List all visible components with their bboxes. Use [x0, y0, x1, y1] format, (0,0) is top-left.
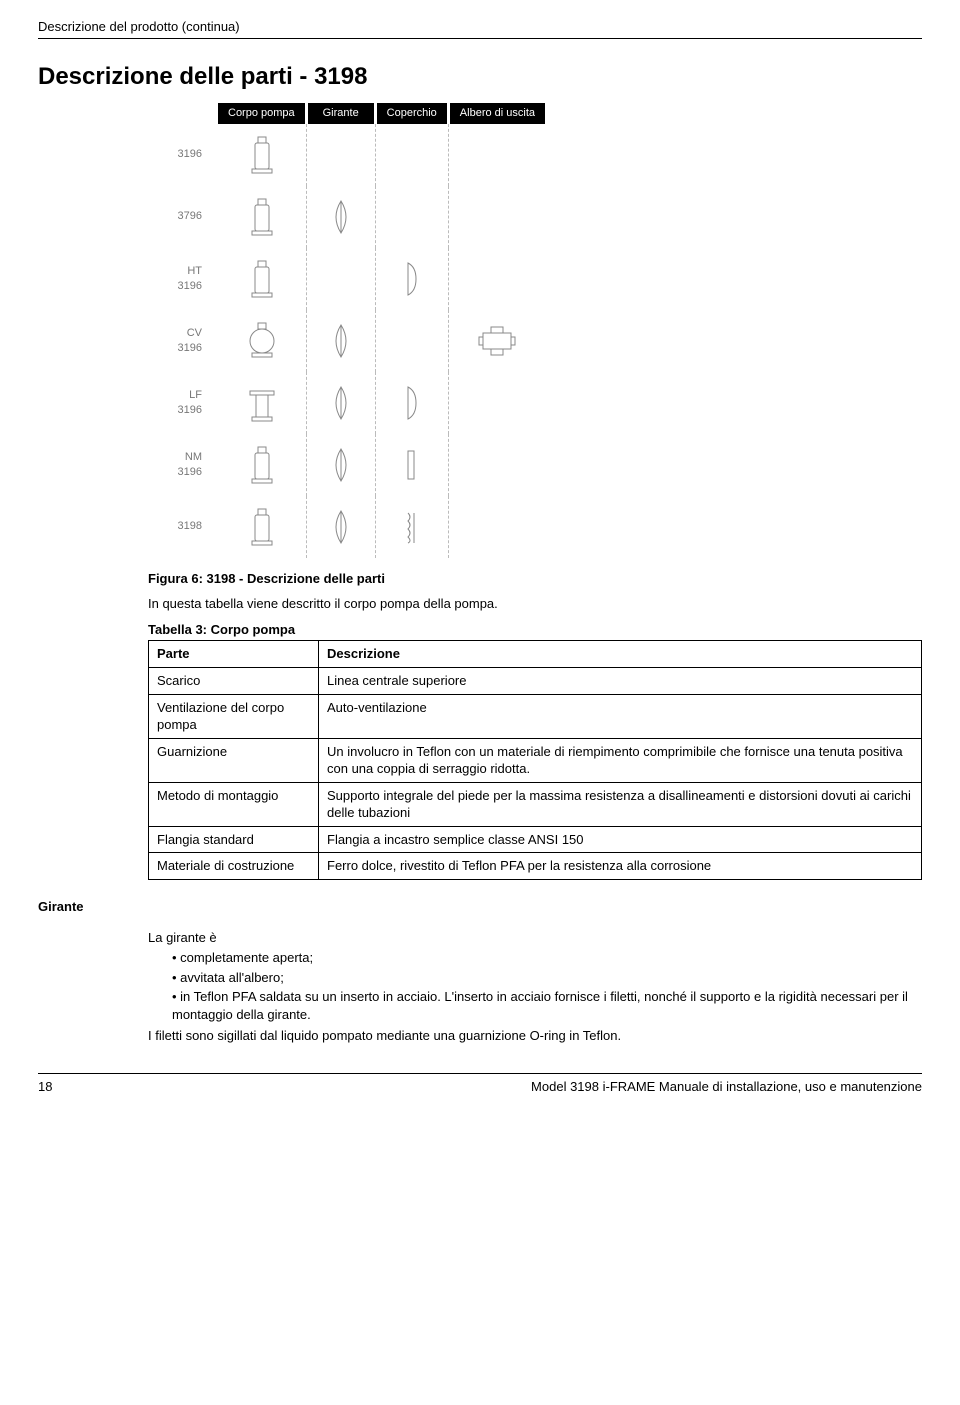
casing-round-icon [242, 319, 282, 363]
casing-icon [242, 257, 282, 301]
table-row: GuarnizioneUn involucro in Teflon con un… [149, 738, 922, 782]
table-cell-parte: Guarnizione [149, 738, 319, 782]
table-cell-descrizione: Ferro dolce, rivestito di Teflon PFA per… [319, 853, 922, 880]
table-cell-parte: Scarico [149, 667, 319, 694]
footer-doc-title: Model 3198 i-FRAME Manuale di installazi… [531, 1078, 922, 1096]
table-header-parte: Parte [149, 641, 319, 668]
cover-icon [392, 381, 432, 425]
header-rule [38, 38, 922, 39]
diagram-row-label: LF 3196 [148, 372, 218, 434]
diagram-cell [306, 248, 375, 310]
diagram-cell [306, 496, 375, 558]
list-item: avvitata all'albero; [172, 969, 922, 987]
figure-caption: Figura 6: 3198 - Descrizione delle parti [148, 570, 922, 588]
diagram-cell [218, 186, 306, 248]
table-cell-parte: Materiale di costruzione [149, 853, 319, 880]
footer-rule [38, 1073, 922, 1074]
girante-lead: La girante è [148, 929, 922, 947]
diagram-col-3: Albero di uscita [448, 103, 545, 124]
girante-trailing: I filetti sono sigillati dal liquido pom… [148, 1027, 922, 1045]
running-header: Descrizione del prodotto (continua) [38, 18, 922, 36]
list-item: in Teflon PFA saldata su un inserto in a… [172, 988, 922, 1023]
impeller-icon [321, 505, 361, 549]
diagram-cell [375, 434, 448, 496]
diagram-cell [218, 496, 306, 558]
diagram-cell [375, 124, 448, 186]
table-cell-parte: Ventilazione del corpo pompa [149, 694, 319, 738]
table-row: Flangia standardFlangia a incastro sempl… [149, 826, 922, 853]
table-cell-parte: Metodo di montaggio [149, 782, 319, 826]
diagram-cell [218, 248, 306, 310]
power-end-icon [477, 319, 517, 363]
table-cell-descrizione: Auto-ventilazione [319, 694, 922, 738]
diagram-row-label: CV 3196 [148, 310, 218, 372]
table-cell-descrizione: Flangia a incastro semplice classe ANSI … [319, 826, 922, 853]
diagram-cell [306, 186, 375, 248]
diagram-row-label: NM 3196 [148, 434, 218, 496]
table-cell-parte: Flangia standard [149, 826, 319, 853]
diagram-cell [375, 496, 448, 558]
diagram-table: Corpo pompa Girante Coperchio Albero di … [148, 103, 545, 558]
page-footer: 18 Model 3198 i-FRAME Manuale di install… [38, 1078, 922, 1096]
table-row: Materiale di costruzioneFerro dolce, riv… [149, 853, 922, 880]
diagram-cell [448, 310, 545, 372]
table-cell-descrizione: Supporto integrale del piede per la mass… [319, 782, 922, 826]
diagram-row-label: HT 3196 [148, 248, 218, 310]
girante-heading: Girante [38, 898, 922, 916]
casing-icon [242, 195, 282, 239]
diagram-row-label: 3796 [148, 186, 218, 248]
diagram-col-0: Corpo pompa [218, 103, 306, 124]
girante-bullets: completamente aperta; avvitata all'albero… [172, 949, 922, 1023]
diagram-cell [218, 310, 306, 372]
diagram-cell [218, 124, 306, 186]
impeller-icon [321, 319, 361, 363]
table-row: Ventilazione del corpo pompaAuto-ventila… [149, 694, 922, 738]
table-row: ScaricoLinea centrale superiore [149, 667, 922, 694]
diagram-cell [448, 434, 545, 496]
diagram-cell [375, 248, 448, 310]
casing-flat-icon [242, 381, 282, 425]
diagram-cell [448, 372, 545, 434]
diagram-cell [306, 434, 375, 496]
table-cell-descrizione: Un involucro in Teflon con un materiale … [319, 738, 922, 782]
diagram-cell [375, 372, 448, 434]
casing-icon [242, 505, 282, 549]
diagram-cell [375, 186, 448, 248]
impeller-icon [321, 381, 361, 425]
corpo-pompa-table: Parte Descrizione ScaricoLinea centrale … [148, 640, 922, 879]
diagram-col-1: Girante [306, 103, 375, 124]
diagram-cell [448, 496, 545, 558]
casing-icon [242, 443, 282, 487]
diagram-cell [218, 372, 306, 434]
diagram-cell [448, 186, 545, 248]
list-item: completamente aperta; [172, 949, 922, 967]
diagram-cell [306, 124, 375, 186]
figure-intro: In questa tabella viene descritto il cor… [148, 595, 922, 613]
table-header-descrizione: Descrizione [319, 641, 922, 668]
casing-icon [242, 133, 282, 177]
diagram-row-label: 3196 [148, 124, 218, 186]
cover-icon [392, 257, 432, 301]
cover-flat-icon [392, 443, 432, 487]
figure-block: Figura 6: 3198 - Descrizione delle parti… [148, 570, 922, 880]
girante-section: Girante La girante è completamente apert… [38, 898, 922, 1045]
table-row: Metodo di montaggioSupporto integrale de… [149, 782, 922, 826]
impeller-icon [321, 195, 361, 239]
cover-wavy-icon [392, 505, 432, 549]
diagram-cell [448, 248, 545, 310]
diagram-col-2: Coperchio [375, 103, 448, 124]
table-title: Tabella 3: Corpo pompa [148, 621, 922, 639]
diagram-cell [306, 372, 375, 434]
page-number: 18 [38, 1078, 52, 1096]
diagram-cell [306, 310, 375, 372]
section-title: Descrizione delle parti - 3198 [38, 61, 922, 93]
diagram-row-label: 3198 [148, 496, 218, 558]
impeller-icon [321, 443, 361, 487]
diagram-cell [448, 124, 545, 186]
table-cell-descrizione: Linea centrale superiore [319, 667, 922, 694]
diagram-cell [218, 434, 306, 496]
diagram-cell [375, 310, 448, 372]
parts-diagram: Corpo pompa Girante Coperchio Albero di … [148, 103, 922, 558]
